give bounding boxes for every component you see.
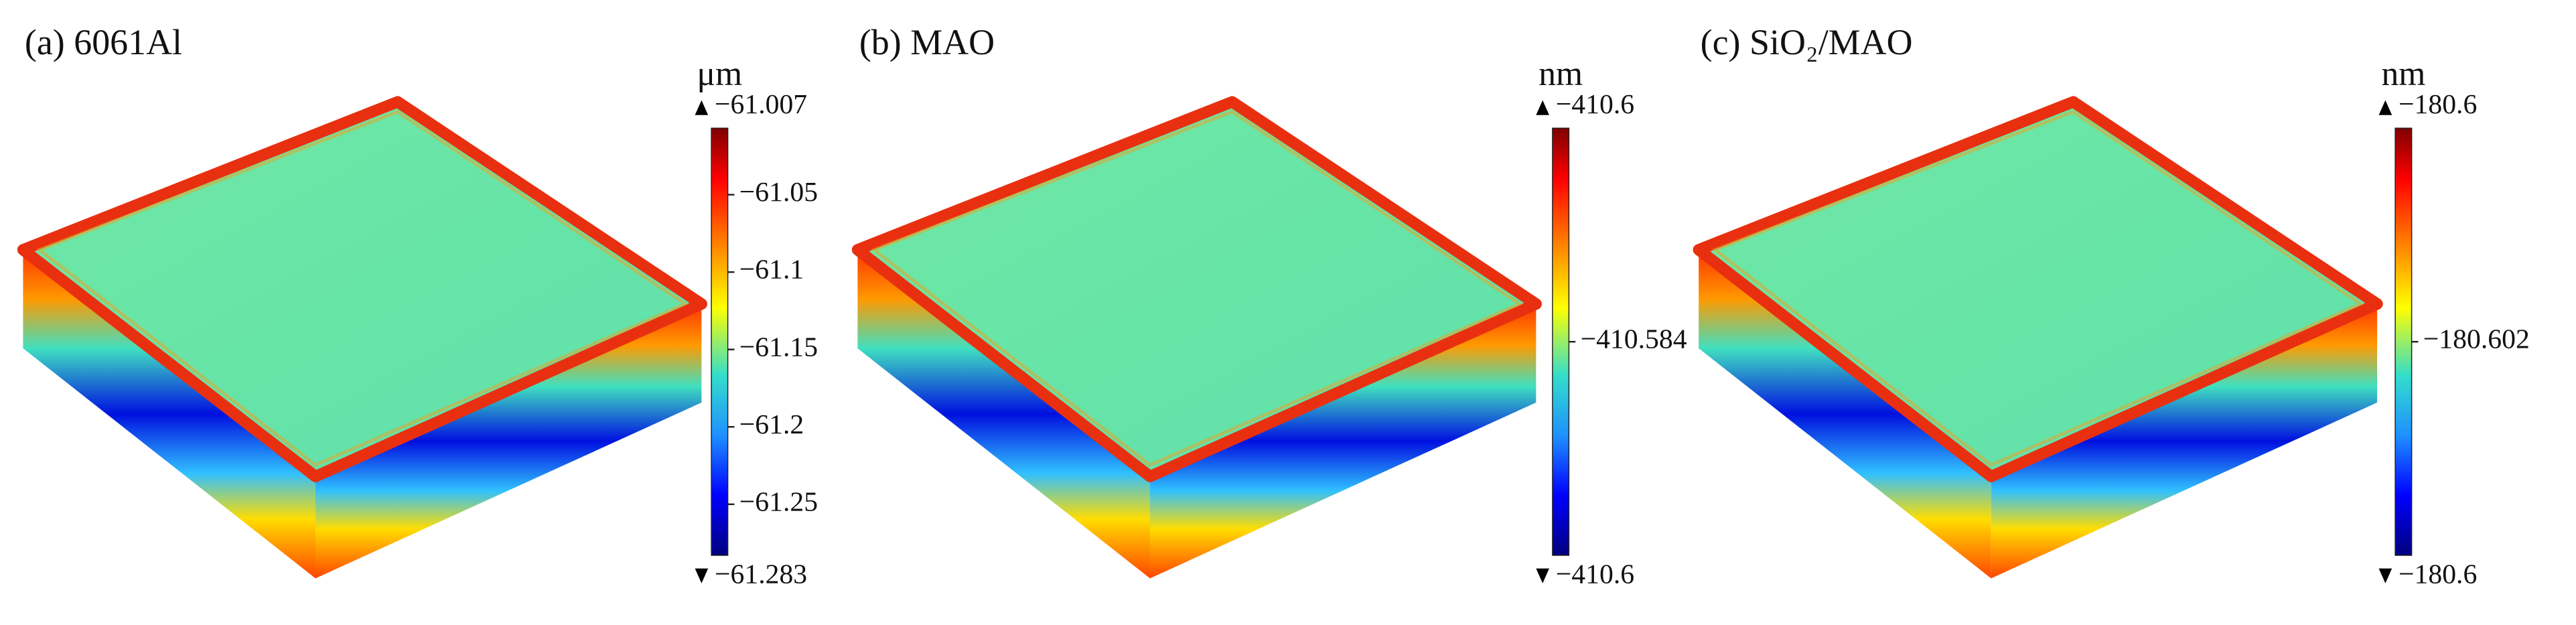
colorbar-end-label: −180.6 <box>2399 559 2477 589</box>
box-right-face <box>1149 303 1536 579</box>
colorbar-tick-label: −61.2 <box>739 409 804 440</box>
colorbar-end-label: −61.007 <box>715 89 807 120</box>
box-right-face <box>315 303 702 579</box>
colorbar <box>1552 127 1570 556</box>
panel-title: (b) MAO <box>859 22 995 62</box>
colorbar-tick-label: −180.602 <box>2423 324 2530 355</box>
max-arrow <box>2378 100 2392 115</box>
box-top-inner <box>36 110 689 467</box>
colorbar-tick-label: −61.25 <box>739 486 818 517</box>
colorbar-unit: nm <box>2381 55 2425 93</box>
panel-title: (a) 6061Al <box>25 22 182 62</box>
colorbar-tick-label: −61.1 <box>739 255 804 285</box>
box-left-face <box>1699 249 1991 579</box>
colorbar-end-label: −410.6 <box>1556 89 1634 120</box>
colorbar-tick-label: −410.584 <box>1581 324 1687 355</box>
colorbar-end-label: −410.6 <box>1556 559 1634 589</box>
min-arrow <box>695 568 709 583</box>
min-arrow <box>1536 568 1549 583</box>
box-left-face <box>23 249 316 579</box>
colorbar-tick-label: −61.05 <box>739 177 818 208</box>
colorbar-tick-label: −61.15 <box>739 332 818 362</box>
colorbar-end-label: −180.6 <box>2399 89 2477 120</box>
max-arrow <box>1536 100 1549 115</box>
colorbar <box>2394 127 2413 556</box>
panel-title: (c) SiO₂/MAO <box>1701 22 1913 62</box>
box-top-inner <box>870 110 1523 467</box>
min-arrow <box>2378 568 2392 583</box>
colorbar-unit: nm <box>1539 55 1583 93</box>
max-arrow <box>695 100 709 115</box>
colorbar-unit: μm <box>697 55 743 93</box>
colorbar <box>711 127 729 556</box>
colorbar-end-label: −61.283 <box>715 559 807 589</box>
box-right-face <box>1991 303 2378 579</box>
box-left-face <box>857 249 1150 579</box>
box-top-inner <box>1711 110 2364 467</box>
